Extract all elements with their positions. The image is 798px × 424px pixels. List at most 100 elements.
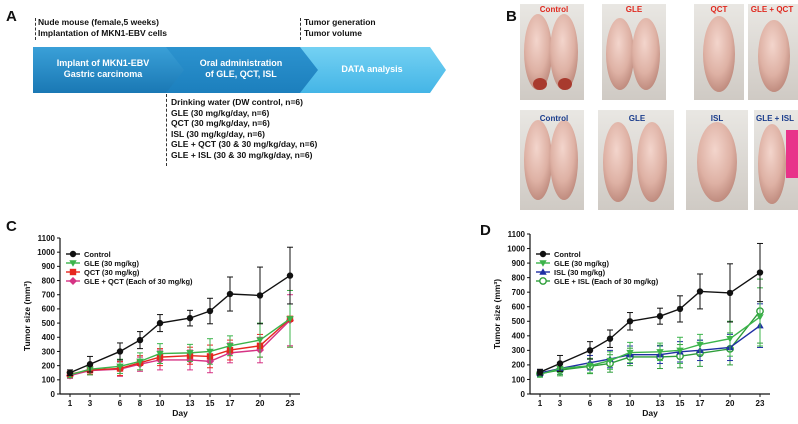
data-point [156,350,164,358]
series-gle-30-mg-kg- [536,287,764,379]
treatment-group-item: GLE + QCT (30 & 30 mg/kg/day, n=6) [171,139,318,149]
data-point [156,319,164,327]
scheme-step-1-line: Gastric carcinoma [63,69,143,79]
mouse-body [758,124,786,204]
data-point [286,316,294,323]
photo-label-control-row1: Control [539,5,569,14]
tumor-mark [558,78,572,90]
x-axis-label: Day [172,408,188,418]
data-point [226,343,234,350]
data-point [696,288,704,295]
y-tick-label: 1100 [38,234,56,243]
legend-label: ISL (30 mg/kg) [554,268,606,277]
data-point [186,314,194,322]
data-point [116,363,124,371]
data-point [116,348,124,355]
scheme-top-right-line: Tumor generation [304,17,376,27]
photo-label-gle-isl-row2: GLE + ISL [755,114,794,123]
x-tick-label: 1 [538,399,543,408]
x-tick-label: 6 [118,399,123,408]
data-point [696,341,704,349]
legend-label: GLE (30 mg/kg) [554,259,610,268]
mouse-body [703,16,735,92]
y-tick-label: 800 [512,273,526,282]
data-point [626,318,634,325]
legend-label: Control [554,250,581,259]
x-axis-label: Day [642,408,658,418]
mouse-body [697,122,737,202]
data-point [69,268,77,276]
tumor-mark [533,78,547,90]
photo-grid: Control GLE QCT GLE + QCT Control GLE IS… [518,0,798,214]
data-point [586,362,594,370]
photo-pink-object [786,130,798,178]
scheme-step-3-label: DATA analysis [312,64,432,74]
scheme-top-right-line: Tumor volume [304,27,362,38]
data-point [656,349,664,356]
data-point [69,260,77,267]
scheme-step-1-label: Implant of MKN1-EBV Gastric carcinoma [38,58,168,80]
panel-letter-d: D [480,222,491,239]
data-point [726,289,734,297]
data-point [676,305,684,313]
data-point [556,360,564,367]
data-point [539,250,547,258]
mouse-body [758,20,790,92]
legend-label: Control [84,250,111,259]
scheme-top-left-text: Nude mouse (female,5 weeks) Implantation… [38,17,167,38]
series-line [539,310,761,375]
scheme-step-2-line: Oral administration [199,58,283,68]
scheme-panel: Nude mouse (female,5 weeks) Implantation… [0,0,500,200]
y-tick-label: 100 [512,375,526,384]
mouse-photos [520,4,798,210]
y-tick-label: 900 [512,259,526,268]
y-tick-label: 500 [42,319,56,328]
series-line [539,271,761,373]
photo-label-control-row2: Control [539,114,569,123]
data-point [66,369,74,376]
x-tick-label: 10 [156,399,165,408]
panel-letter-c: C [6,218,17,235]
mouse-body [524,14,552,90]
photo-label-gle-qct-row1: GLE + QCT [750,5,794,14]
y-tick-label: 1000 [37,248,55,257]
x-tick-label: 13 [656,399,665,408]
scheme-arrow-step-2 [157,47,318,93]
data-point [256,292,264,299]
treatment-group-item: GLE + ISL (30 & 30 mg/kg/day, n=6) [171,149,313,160]
data-point [86,361,94,368]
series-qct-30-mg-kg- [66,289,294,378]
y-tick-label: 600 [42,305,56,314]
data-point [206,348,214,356]
y-tick-label: 0 [521,390,526,399]
x-tick-label: 10 [626,399,635,408]
mouse-body [606,18,634,90]
x-tick-label: 17 [226,399,235,408]
mouse-body [550,120,578,200]
y-tick-label: 900 [42,262,56,271]
y-tick-label: 300 [512,346,526,355]
panel-letter-a: A [6,8,17,25]
scheme-arrow-step-3 [292,47,446,93]
y-tick-label: 1000 [507,244,525,253]
y-tick-label: 100 [42,376,56,385]
legend-label: GLE + QCT (Each of 30 mg/kg) [84,277,193,286]
panel-letter-b: B [506,8,517,25]
treatment-group-item: GLE (30 mg/kg/day, n=6) [171,107,270,118]
data-point [539,268,547,275]
y-tick-label: 0 [51,390,56,399]
y-tick-label: 500 [512,317,526,326]
data-point [726,336,734,343]
mouse-body [550,14,578,90]
x-tick-label: 8 [138,399,143,408]
scheme-step-2-label: Oral administration of GLE, QCT, ISL [176,58,306,80]
treatment-group-item: QCT (30 mg/kg/day, n=6) [171,118,270,128]
series-line [69,319,291,377]
y-tick-label: 300 [42,347,56,356]
data-point [69,277,77,285]
y-tick-label: 600 [512,303,526,312]
y-tick-label: 1100 [508,230,526,239]
x-tick-label: 20 [256,399,265,408]
x-tick-label: 20 [726,399,735,408]
y-tick-label: 700 [42,291,56,300]
